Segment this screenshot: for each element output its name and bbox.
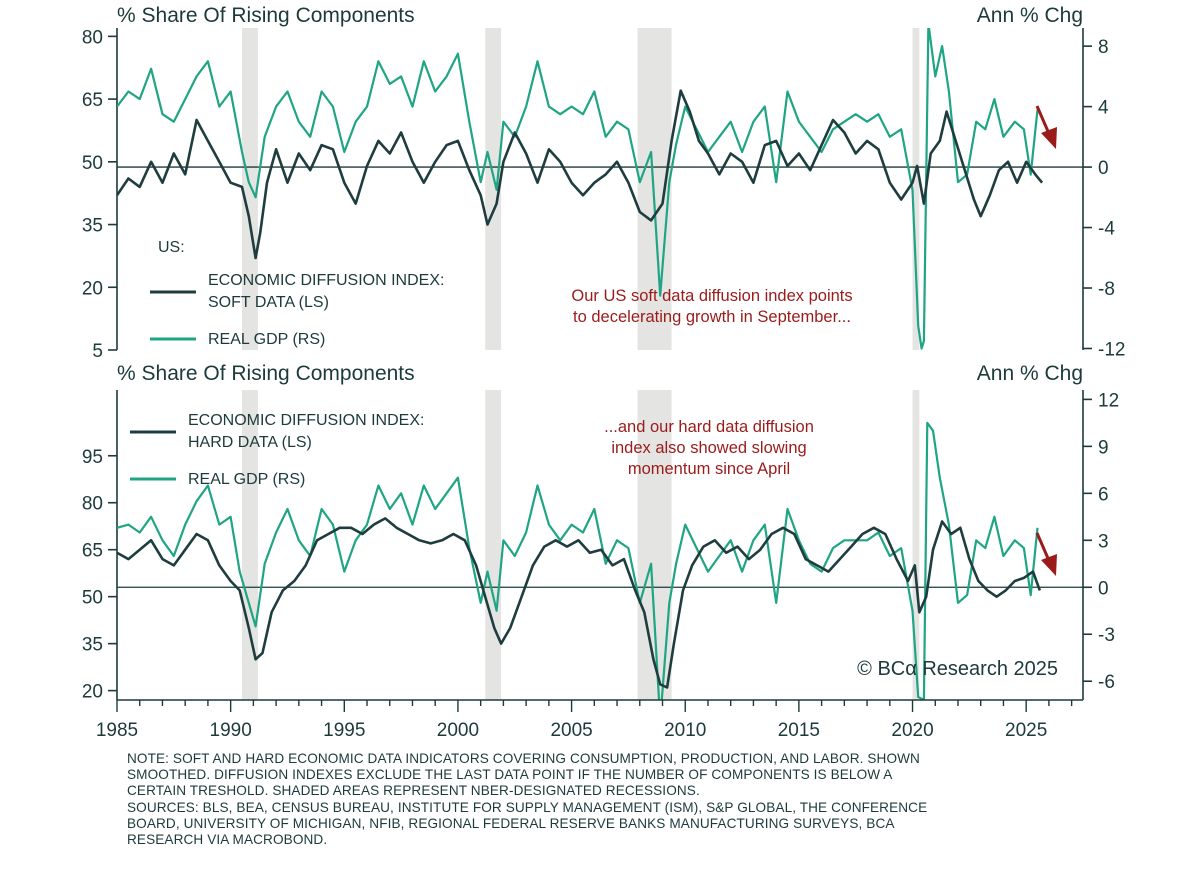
soft-legend-label-0-1: SOFT DATA (LS) bbox=[208, 294, 329, 311]
hard-annotation-line-1: index also showed slowing bbox=[611, 439, 806, 457]
sources-line-1: SOURCES: BLS, BEA, CENSUS BUREAU, INSTIT… bbox=[127, 799, 928, 815]
hard-right-tick-label: 12 bbox=[1098, 390, 1119, 411]
soft-left-tick-label: 80 bbox=[82, 27, 103, 48]
hard-right-axis-title: Ann % Chg bbox=[977, 362, 1083, 385]
hard-left-axis-title: % Share Of Rising Components bbox=[117, 362, 415, 385]
soft-left-tick-label: 65 bbox=[82, 90, 103, 111]
hard-recession-band-3 bbox=[912, 390, 920, 700]
x-tick-label: 2015 bbox=[778, 720, 820, 741]
hard-right-tick-label: 0 bbox=[1098, 578, 1109, 599]
soft-recession-band-1 bbox=[485, 28, 502, 350]
soft-right-tick-label: 4 bbox=[1098, 98, 1109, 119]
x-tick-label: 2020 bbox=[891, 720, 933, 741]
soft-real-gdp-line bbox=[117, 28, 1039, 350]
soft-right-tick-label: 8 bbox=[1098, 37, 1109, 58]
soft-right-tick-label: -12 bbox=[1098, 339, 1125, 360]
hard-left-tick-label: 65 bbox=[82, 541, 103, 562]
soft-right-axis-title: Ann % Chg bbox=[977, 4, 1083, 27]
hard-annotation-line-0: ...and our hard data diffusion bbox=[604, 418, 814, 436]
soft-left-tick-label: 5 bbox=[92, 341, 103, 362]
soft-right-tick-label: 0 bbox=[1098, 158, 1109, 179]
soft-left-axis-title: % Share Of Rising Components bbox=[117, 4, 415, 27]
sources-line-2: BOARD, UNIVERSITY OF MICHIGAN, NFIB, REG… bbox=[127, 815, 895, 831]
hard-right-tick-label: 3 bbox=[1098, 531, 1109, 552]
soft-diffusion-index-line bbox=[117, 89, 1044, 260]
soft-annotation-line-0: Our US soft data diffusion index points bbox=[571, 287, 852, 305]
hard-left-tick-label: 35 bbox=[82, 635, 103, 656]
hard-right-tick-label: 6 bbox=[1098, 484, 1109, 505]
soft-right-tick-label: -8 bbox=[1098, 279, 1115, 300]
soft-recession-band-3 bbox=[912, 28, 920, 350]
hard-annotation-line-2: momentum since April bbox=[628, 460, 790, 478]
x-tick-label: 1985 bbox=[96, 720, 138, 741]
hard-diffusion-index-line bbox=[117, 517, 1042, 689]
hard-trend-arrow-head bbox=[1041, 554, 1057, 576]
x-tick-label: 1990 bbox=[210, 720, 252, 741]
note-line-2: SMOOTHED. DIFFUSION INDEXES EXCLUDE THE … bbox=[127, 767, 893, 783]
hard-legend-label-0-1: HARD DATA (LS) bbox=[188, 434, 312, 451]
sources-line-3: RESEARCH VIA MACROBOND. bbox=[127, 832, 328, 848]
hard-left-tick-label: 20 bbox=[82, 682, 103, 703]
hard-left-tick-label: 50 bbox=[82, 588, 103, 609]
hard-legend-label-1-0: REAL GDP (RS) bbox=[188, 471, 305, 488]
soft-legend-heading: US: bbox=[158, 239, 185, 256]
chart-notes: NOTE: SOFT AND HARD ECONOMIC DATA INDICA… bbox=[127, 751, 1087, 848]
soft-legend-label-1-0: REAL GDP (RS) bbox=[208, 331, 325, 348]
hard-right-tick-label: 9 bbox=[1098, 437, 1109, 458]
soft-right-tick-label: -4 bbox=[1098, 219, 1115, 240]
hard-right-tick-label: -3 bbox=[1098, 625, 1115, 646]
x-tick-label: 2025 bbox=[1005, 720, 1047, 741]
x-tick-label: 2005 bbox=[550, 720, 592, 741]
hard-real-gdp-line bbox=[117, 421, 1039, 700]
note-line-3: CERTAIN TRESHOLD. SHADED AREAS REPRESENT… bbox=[127, 783, 700, 799]
soft-left-tick-label: 50 bbox=[82, 153, 103, 174]
hard-right-tick-label: -6 bbox=[1098, 672, 1115, 693]
x-tick-label: 2010 bbox=[664, 720, 706, 741]
hard-legend-label-0-0: ECONOMIC DIFFUSION INDEX: bbox=[188, 412, 424, 429]
soft-legend-label-0-0: ECONOMIC DIFFUSION INDEX: bbox=[208, 272, 444, 289]
hard-left-tick-label: 80 bbox=[82, 494, 103, 515]
soft-left-tick-label: 35 bbox=[82, 216, 103, 237]
soft-recession-band-0 bbox=[242, 28, 258, 350]
x-tick-label: 1995 bbox=[323, 720, 365, 741]
hard-recession-band-1 bbox=[485, 390, 502, 700]
watermark: © BCα Research 2025 bbox=[857, 658, 1058, 680]
note-line-1: NOTE: SOFT AND HARD ECONOMIC DATA INDICA… bbox=[127, 751, 920, 766]
soft-annotation-line-1: to decelerating growth in September... bbox=[573, 308, 851, 326]
x-tick-label: 2000 bbox=[437, 720, 479, 741]
soft-trend-arrow-head bbox=[1041, 127, 1057, 149]
hard-left-tick-label: 95 bbox=[82, 447, 103, 468]
soft-left-tick-label: 20 bbox=[82, 278, 103, 299]
